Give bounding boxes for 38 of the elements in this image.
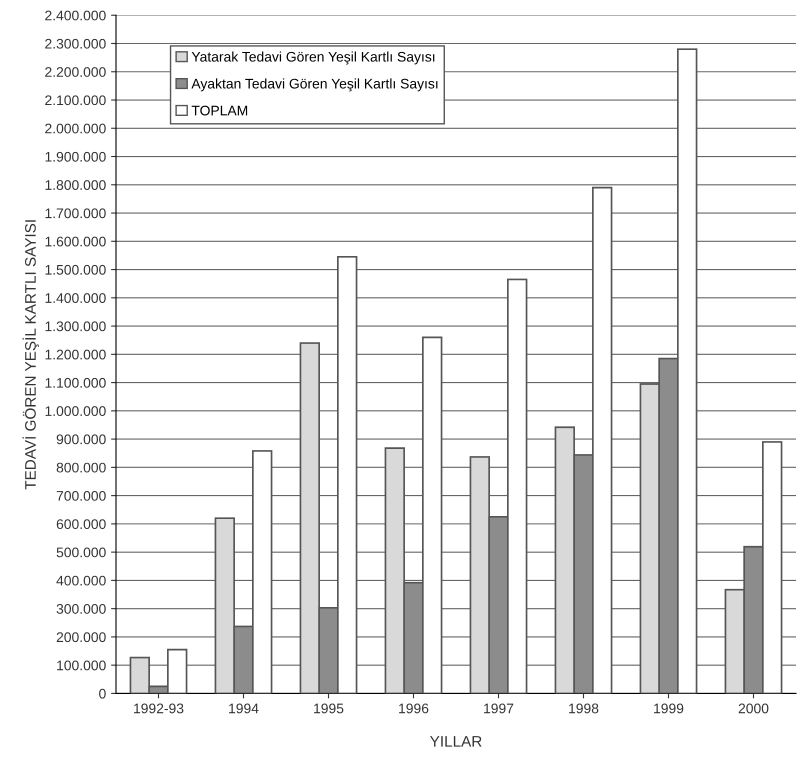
y-tick-label: 400.000 <box>56 576 106 586</box>
y-tick-label: 700.000 <box>56 490 106 501</box>
legend-label: Ayaktan Tedavi Gören Yeşil Kartlı Sayısı <box>191 78 438 92</box>
x-tick-label: 1998 <box>569 704 598 714</box>
y-tick-label: 1.100.000 <box>46 378 106 388</box>
y-tick-label: 1.600.000 <box>46 236 106 246</box>
x-tick-label: 1999 <box>654 704 684 714</box>
y-tick-label: 1.700.000 <box>46 208 106 218</box>
legend-label: TOPLAM <box>192 106 248 116</box>
y-tick-label: 1.000.000 <box>46 406 106 416</box>
y-tick-label: 100.000 <box>57 660 106 670</box>
y-tick-label: 1.900.000 <box>46 152 106 162</box>
y-tick-label: 1.200.000 <box>46 350 106 360</box>
y-tick-label: 900.000 <box>56 434 106 444</box>
y-tick-label: 2.000.000 <box>45 124 106 134</box>
y-tick-label: 1.500.000 <box>46 264 106 275</box>
y-tick-label: 200.000 <box>56 632 106 642</box>
x-tick-label: 2000 <box>738 704 768 714</box>
y-tick-label: 500.000 <box>56 547 106 558</box>
y-tick-label: 1.300.000 <box>46 321 106 332</box>
y-tick-label: 2.100.000 <box>45 95 106 106</box>
x-axis-title: YILLAR <box>430 736 482 747</box>
x-tick-label: 1996 <box>399 704 428 714</box>
y-tick-label: 800.000 <box>56 462 106 473</box>
y-tick-label: 0 <box>99 688 106 699</box>
y-tick-label: 2.200.000 <box>45 67 106 77</box>
y-tick-label: 2.300.000 <box>45 38 106 49</box>
legend-label: Yatarak Tedavi Gören Yeşil Kartlı Sayısı <box>192 51 434 64</box>
y-tick-label: 1.800.000 <box>46 180 106 190</box>
y-tick-label: 300.000 <box>56 604 106 614</box>
y-tick-label: 2.400.000 <box>45 10 106 20</box>
y-tick-label: 600.000 <box>56 519 106 530</box>
x-tick-label: 1995 <box>314 704 344 714</box>
y-axis-title: TEDAVİ GÖREN YEŞİL KARTLI SAYISI <box>22 220 39 490</box>
x-tick-label: 1992-93 <box>134 704 184 714</box>
x-tick-label: 1997 <box>484 704 514 714</box>
x-tick-label: 1994 <box>229 704 259 714</box>
y-tick-label: 1.400.000 <box>46 293 106 303</box>
